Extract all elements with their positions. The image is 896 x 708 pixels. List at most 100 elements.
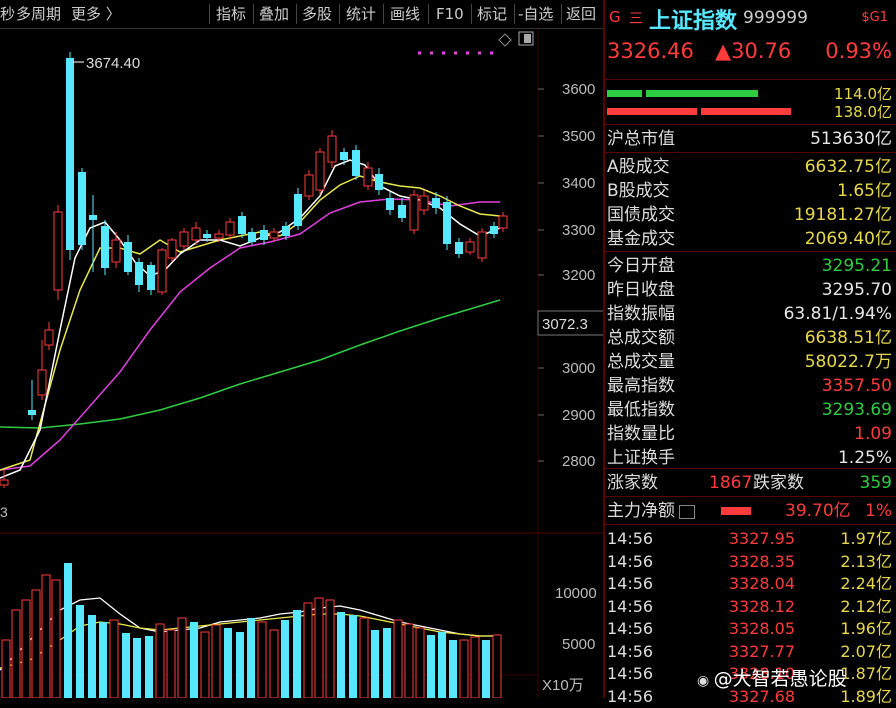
index-stat-value: 3295.21 [821, 256, 892, 276]
candle-body [477, 231, 487, 259]
volume-bar [11, 609, 21, 698]
volume-bar [359, 617, 369, 698]
sell-volume-bar [607, 108, 697, 115]
tick-volume: 1.89亿 [840, 686, 892, 706]
volume-tick-label: 10000 [555, 585, 597, 602]
mark-button[interactable]: 标记 [477, 5, 508, 23]
toolbar: 秒 多周期 更多 〉 指标 叠加 多股 统计 画线 F10 标记 -自选 返回 [0, 0, 604, 29]
candle-body [147, 265, 155, 290]
g-icon[interactable]: G [609, 8, 621, 26]
candle-body [214, 233, 224, 239]
tick-volume: 2.13亿 [840, 551, 892, 571]
volume-bar [415, 627, 425, 698]
current-price-tag [537, 310, 604, 336]
separator [605, 496, 896, 497]
index-code: 999999 [743, 8, 808, 28]
watchlist-button[interactable]: -自选 [518, 5, 554, 23]
sell-volume-bar [701, 108, 791, 115]
statistics-button[interactable]: 统计 [346, 5, 377, 23]
index-stat-value: 63.81/1.94% [783, 304, 892, 324]
index-stat-label: 最低指数 [607, 400, 675, 420]
turnover-value: 1.65亿 [837, 181, 892, 201]
volume-bar [438, 632, 446, 698]
volume-bar [109, 619, 119, 698]
price-tick-label: 3500 [562, 128, 595, 145]
tick-time: 14:56 [607, 596, 654, 616]
kline-chart[interactable]: 3600 3500 3400 3300 3200 3000 2900 2800 … [0, 0, 604, 698]
candle-body [44, 329, 54, 346]
list-icon[interactable] [679, 505, 695, 519]
net-flow-pct: 1% [865, 501, 892, 521]
market-cap-row: 沪总市值 513630亿 [605, 127, 896, 151]
volume-bar [21, 599, 31, 698]
tick-price: 3328.05 [728, 619, 795, 638]
toolbar-divider [209, 4, 210, 24]
volume-ma-white [0, 597, 500, 671]
price-tick-label: 3300 [562, 222, 595, 239]
overlay-button[interactable]: 叠加 [259, 5, 290, 23]
buy-volume-bar [607, 90, 642, 97]
volume-bar [293, 610, 301, 698]
f10-button[interactable]: F10 [436, 5, 464, 23]
volume-bar [404, 623, 414, 698]
candle-body [386, 198, 394, 210]
candle-body [37, 369, 47, 396]
toolbar-cut-item[interactable]: 秒 [0, 5, 16, 23]
breadth-row: 涨家数 1867 跌家数 359 [605, 471, 896, 495]
candle-body [294, 194, 302, 226]
toolbar-divider [383, 4, 384, 24]
candle-body [191, 227, 201, 241]
candlesticks [0, 52, 508, 488]
market-cap-value: 513630亿 [810, 129, 892, 149]
tick-volume: 1.96亿 [840, 619, 892, 638]
candle-body [419, 195, 429, 211]
candle-body [225, 221, 235, 236]
tick-price: 3328.35 [728, 551, 795, 571]
candle-body [443, 202, 451, 244]
index-stat-row: 总成交量 58022.7万 [605, 350, 896, 374]
watermark-text: @大智若愚论股 [713, 668, 847, 690]
window-icon[interactable] [518, 31, 534, 46]
more-button[interactable]: 更多 〉 [71, 5, 121, 23]
index-stat-row: 昨日收盘 3295.70 [605, 278, 896, 302]
tick-volume: 1.97亿 [840, 529, 892, 548]
high-price-label: 3674.40 [86, 55, 140, 72]
candle-body [327, 135, 337, 163]
tick-time: 14:56 [607, 574, 654, 593]
toolbar-divider [339, 4, 340, 24]
volume-bar [88, 615, 96, 698]
net-flow-row: 主力净额 39.70亿 1% [605, 499, 896, 523]
candle-body [111, 239, 121, 263]
volume-bar [1, 639, 11, 698]
turnover-label: 基金成交 [607, 229, 675, 249]
volume-bar [64, 563, 72, 698]
watermark: ◉ @大智若愚论股 [697, 664, 847, 691]
multi-stock-button[interactable]: 多股 [302, 5, 333, 23]
diamond-icon[interactable] [498, 33, 512, 47]
separator [605, 152, 896, 153]
chart-area[interactable]: 3600 3500 3400 3300 3200 3000 2900 2800 … [0, 0, 604, 698]
volume-bar [177, 617, 187, 698]
volume-bar [269, 629, 279, 698]
toolbar-divider [514, 4, 515, 24]
menu-icon[interactable]: 三 [629, 11, 643, 27]
back-button[interactable]: 返回 [566, 5, 597, 23]
tick-price: 3328.10 [728, 664, 795, 683]
tick-volume: 2.12亿 [840, 596, 892, 616]
volume-bar [470, 636, 480, 698]
index-name: 上证指数 [649, 9, 738, 34]
turnover-row: 国债成交 19181.27亿 [605, 203, 896, 227]
candle-body [78, 172, 86, 245]
price-tick-label: 2900 [562, 407, 595, 424]
draw-line-button[interactable]: 画线 [390, 5, 421, 23]
ma-line-green [0, 299, 501, 429]
index-stat-row: 指数量比 1.09 [605, 422, 896, 446]
buy-volume-value: 114.0亿 [834, 85, 892, 103]
indicator-button[interactable]: 指标 [216, 5, 247, 23]
index-stat-row: 总成交额 6638.51亿 [605, 326, 896, 350]
index-stat-label: 总成交量 [607, 352, 675, 372]
index-stat-label: 指数振幅 [607, 304, 675, 324]
period-button[interactable]: 多周期 [16, 5, 62, 23]
last-price: 3326.46 [607, 39, 694, 63]
candle-body [398, 205, 406, 218]
